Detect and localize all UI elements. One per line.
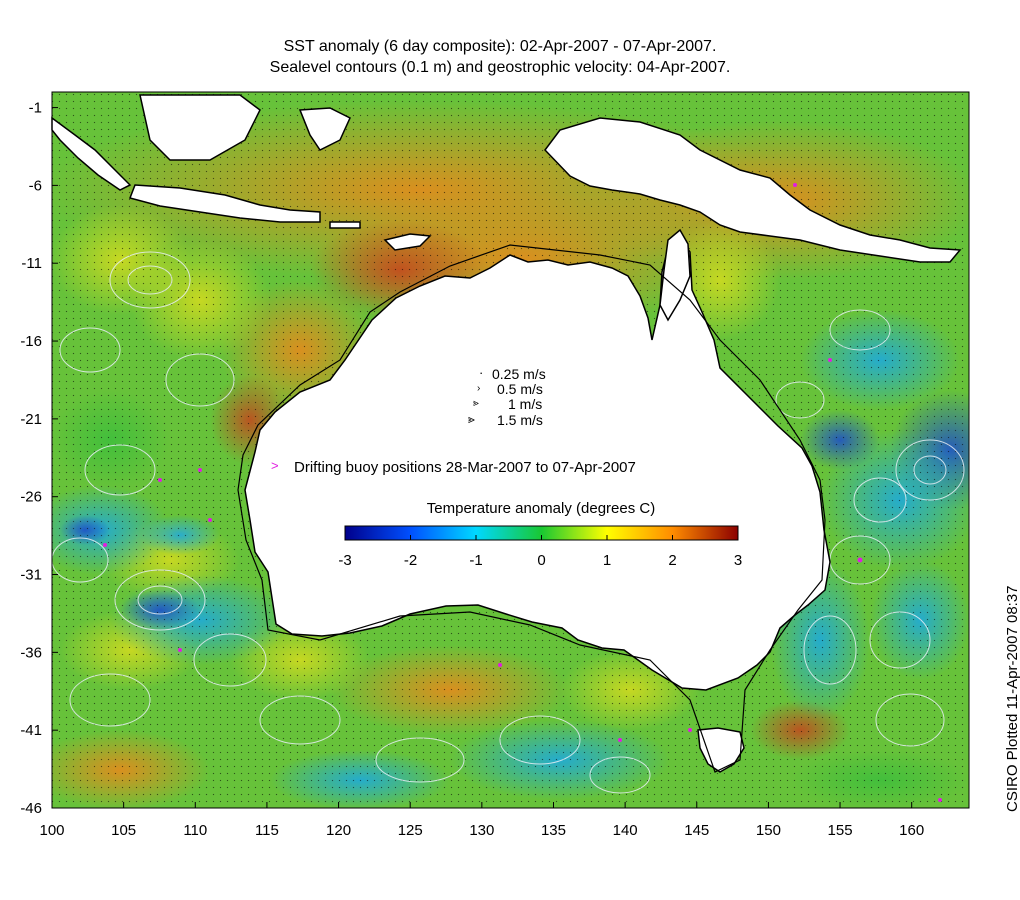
latitude-axis: -1 -6 -11 -16 -21 -26 -31 -36 -41 -46: [20, 100, 58, 817]
lon-tick-label-6: 130: [469, 822, 494, 839]
longitude-axis: 100 105 110 115 120 125 130 135 140 145 150 155 160: [39, 802, 924, 839]
lon-tick-label-9: 145: [684, 822, 709, 839]
lon-tick-label-12: 160: [899, 822, 924, 839]
shelf-contour: [237, 244, 826, 773]
speed-label-4: 1.5 m/s: [497, 412, 543, 428]
colorbar-tick-label-5: 2: [668, 552, 676, 569]
lat-tick-label-8: -41: [20, 722, 42, 739]
colorbar-tick-label-2: -1: [469, 552, 482, 569]
tasmania: [697, 727, 745, 773]
map-frame: [51, 91, 970, 809]
small-islands-1: [329, 221, 361, 229]
credit-label: CSIRO Plotted 11-Apr-2007 08:37: [1004, 585, 1020, 812]
cape-york: [659, 228, 691, 322]
colorbar: Temperature anomaly (degrees C) -3 -2 -1 0 1…: [338, 500, 742, 569]
new-guinea: [544, 117, 962, 263]
speed-marker-1: ·: [479, 365, 483, 380]
lon-tick-label-7: 135: [541, 822, 566, 839]
colorbar-tick-label-1: -2: [404, 552, 417, 569]
speed-marker-4: ⪢: [467, 412, 475, 426]
colorbar-tick-label-0: -3: [338, 552, 351, 569]
buoy-legend-label: Drifting buoy positions 28-Mar-2007 to 0…: [294, 459, 636, 476]
colorbar-ticks: -3 -2 -1 0 1 2 3: [338, 535, 742, 569]
borneo: [139, 94, 261, 161]
lon-tick-label-2: 110: [183, 822, 207, 839]
speed-marker-2: ›: [477, 383, 480, 394]
timor: [383, 233, 432, 251]
title-line-2: Sealevel contours (0.1 m) and geostrophi…: [269, 59, 731, 76]
lon-tick-label-3: 115: [255, 822, 279, 839]
speed-label-2: 0.5 m/s: [497, 381, 543, 397]
lat-tick-label-3: -16: [20, 333, 42, 350]
lat-tick-label-4: -21: [20, 411, 42, 428]
sumatra: [51, 116, 132, 191]
speed-label-1: 0.25 m/s: [492, 366, 546, 382]
drifting-buoys: [103, 183, 942, 802]
lon-tick-label-11: 155: [828, 822, 853, 839]
speed-legend: · 0.25 m/s › 0.5 m/s ⪢ 1 m/s ⪢ 1.5 m/s: [467, 365, 546, 428]
australia-mainland: [244, 236, 831, 691]
lat-tick-label-1: -6: [29, 177, 42, 194]
lon-tick-label-0: 100: [39, 822, 64, 839]
java: [129, 184, 321, 223]
lat-tick-label-2: -11: [21, 255, 42, 272]
lat-tick-label-0: -1: [29, 100, 42, 117]
colorbar-tick-label-4: 1: [603, 552, 611, 569]
landmasses: [51, 94, 962, 773]
lon-tick-label-10: 150: [756, 822, 781, 839]
sealevel-contours: [52, 251, 965, 794]
speed-label-3: 1 m/s: [508, 396, 542, 412]
colorbar-title: Temperature anomaly (degrees C): [427, 500, 655, 517]
buoy-marker: >: [271, 458, 279, 473]
colorbar-tick-label-6: 3: [734, 552, 742, 569]
lon-tick-label-1: 105: [111, 822, 136, 839]
lon-tick-label-8: 140: [613, 822, 638, 839]
lat-tick-label-7: -36: [20, 644, 42, 661]
lon-tick-label-4: 120: [326, 822, 351, 839]
speed-marker-3: ⪢: [472, 398, 479, 409]
lat-tick-label-6: -31: [20, 567, 42, 584]
title-line-1: SST anomaly (6 day composite): 02-Apr-20…: [283, 38, 717, 55]
colorbar-tick-label-3: 0: [537, 552, 545, 569]
sulawesi: [298, 107, 351, 151]
lat-tick-label-9: -46: [20, 800, 42, 817]
lat-tick-label-5: -26: [20, 489, 42, 506]
lon-tick-label-5: 125: [398, 822, 423, 839]
